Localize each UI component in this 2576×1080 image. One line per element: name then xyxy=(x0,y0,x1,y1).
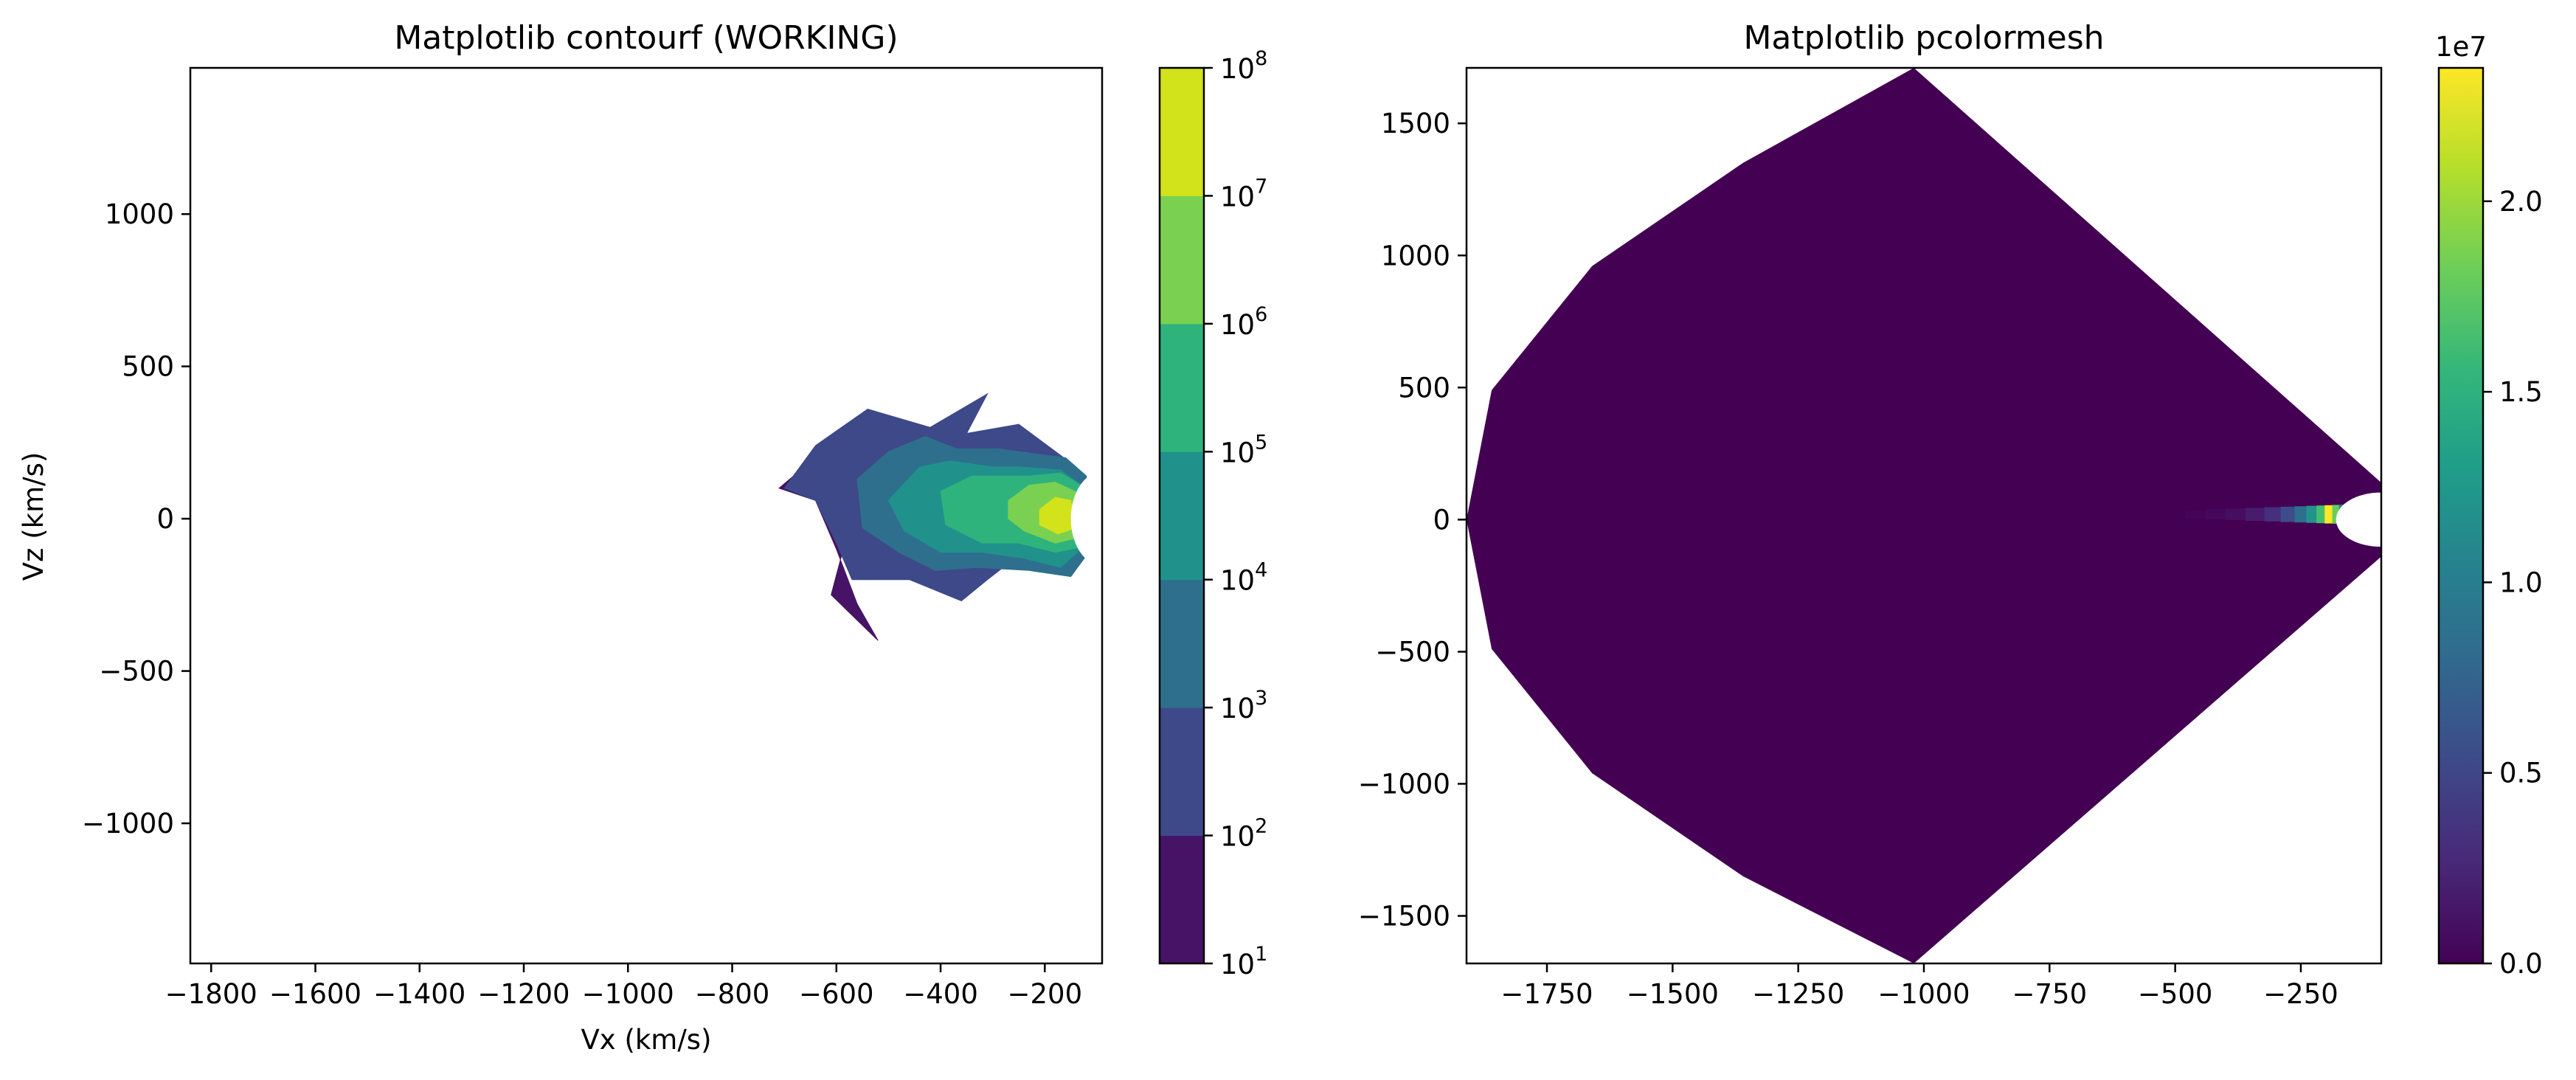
x-tick-label: −1800 xyxy=(165,978,257,1010)
y-tick-label: 1000 xyxy=(1381,240,1450,271)
pcolormesh-panel: Matplotlib pcolormesh −1750 −1500 −1250 −10… xyxy=(1358,19,2543,1010)
x-tick-label: −800 xyxy=(695,978,770,1010)
contourf-colorbar-frame xyxy=(1158,66,1205,965)
colorbar-band xyxy=(1160,195,1204,325)
colorbar-band xyxy=(1160,68,1204,196)
contourf-axes-frame xyxy=(189,66,1104,965)
y-tick-label: 1000 xyxy=(105,198,174,230)
pcolormesh-x-ticks: −1750 −1500 −1250 −1000 −750 −500 −250 xyxy=(1500,963,2338,1010)
colorbar-tick-label: 103 xyxy=(1220,687,1267,724)
pcolormesh-y-ticks: −1500 −1000 −500 0 500 1000 1500 xyxy=(1358,108,1467,932)
colorbar-tick-label: 106 xyxy=(1220,303,1267,341)
pcolormesh-cell xyxy=(2225,508,2246,520)
colorbar-tick-label: 102 xyxy=(1220,815,1267,853)
x-tick-label: −1200 xyxy=(477,978,569,1010)
colorbar-tick-label: 0.5 xyxy=(2499,758,2543,789)
pcolormesh-cell xyxy=(2324,505,2333,524)
pcolormesh-cell xyxy=(2264,507,2282,522)
x-tick-label: −200 xyxy=(1007,978,1082,1010)
contour-inner-cutout xyxy=(1070,471,1102,566)
colorbar-tick-label: 107 xyxy=(1220,175,1267,212)
pcolormesh-cell xyxy=(2280,506,2295,522)
x-tick-label: −600 xyxy=(799,978,874,1010)
colorbar-tick-label: 1.5 xyxy=(2499,376,2543,408)
colorbar-tick-label: 104 xyxy=(1220,559,1267,597)
pcolormesh-domain xyxy=(1467,68,2381,963)
y-tick-label: 1500 xyxy=(1381,108,1450,139)
contourf-plot-area xyxy=(778,392,1102,641)
contourf-title: Matplotlib contourf (WORKING) xyxy=(394,19,898,57)
pcolormesh-cell xyxy=(2332,505,2340,524)
x-tick-label: −1600 xyxy=(269,978,361,1010)
y-tick-label: 500 xyxy=(122,351,174,383)
pcolormesh-colorbar-offset-text: 1e7 xyxy=(2435,31,2487,63)
contourf-x-axis-label: Vx (km/s) xyxy=(581,1024,711,1056)
pcolormesh-colorbar-gradient xyxy=(2439,68,2483,963)
colorbar-band xyxy=(1160,451,1204,581)
pcolormesh-cell xyxy=(2316,505,2325,524)
x-tick-label: −500 xyxy=(2138,978,2213,1010)
x-tick-label: −400 xyxy=(903,978,978,1010)
x-tick-label: −1000 xyxy=(582,978,674,1010)
x-tick-label: −1750 xyxy=(1500,978,1593,1010)
y-tick-label: 0 xyxy=(1433,504,1450,536)
colorbar-tick-label: 2.0 xyxy=(2499,186,2543,218)
y-tick-label: −1000 xyxy=(82,808,174,840)
x-tick-label: −1500 xyxy=(1627,978,1719,1010)
contourf-y-ticks: −1000 −500 0 500 1000 xyxy=(82,198,190,840)
pcolormesh-cell xyxy=(2205,509,2226,519)
pcolormesh-cell xyxy=(2306,505,2317,523)
colorbar-band xyxy=(1160,707,1204,837)
colorbar-band xyxy=(1160,579,1204,708)
colorbar-tick-label: 108 xyxy=(1220,47,1267,85)
y-tick-label: −1500 xyxy=(1358,901,1450,932)
pcolormesh-cell xyxy=(2294,506,2307,523)
y-tick-label: 500 xyxy=(1398,372,1450,404)
pcolormesh-cell xyxy=(2185,510,2206,519)
y-tick-label: 0 xyxy=(156,503,174,535)
colorbar-tick-label: 101 xyxy=(1220,943,1267,980)
pcolormesh-inner-cutout xyxy=(2336,492,2381,547)
contourf-panel: Matplotlib contourf (WORKING) −1800 −1600… xyxy=(18,19,1267,1056)
colorbar-tick-label: 0.0 xyxy=(2499,948,2543,980)
y-tick-label: −500 xyxy=(1375,636,1450,668)
colorbar-tick-label: 1.0 xyxy=(2499,567,2543,598)
colorbar-tick-label: 105 xyxy=(1220,431,1267,468)
contourf-x-ticks: −1800 −1600 −1400 −1200 −1000 −800 −600 −400 −20… xyxy=(165,963,1082,1010)
y-tick-label: −1000 xyxy=(1358,768,1450,800)
contourf-y-axis-label: Vz (km/s) xyxy=(18,452,49,581)
colorbar-band xyxy=(1160,835,1204,964)
pcolormesh-colorbar-frame xyxy=(2437,66,2485,965)
x-tick-label: −750 xyxy=(2012,978,2088,1010)
pcolormesh-plot-area xyxy=(1467,68,2381,963)
x-tick-label: −250 xyxy=(2263,978,2338,1010)
pcolormesh-colorbar-ticks: 0.0 0.5 1.0 1.5 2.0 xyxy=(2483,186,2543,980)
pcolormesh-cell xyxy=(2246,508,2265,521)
x-tick-label: −1250 xyxy=(1752,978,1844,1010)
pcolormesh-title: Matplotlib pcolormesh xyxy=(1743,19,2104,57)
x-tick-label: −1400 xyxy=(373,978,465,1010)
contourf-colorbar-ticks: 101 102 103 104 105 106 107 108 xyxy=(1204,47,1267,980)
colorbar-band xyxy=(1160,323,1204,452)
contourf-colorbar xyxy=(1160,68,1204,964)
x-tick-label: −1000 xyxy=(1877,978,1970,1010)
y-tick-label: −500 xyxy=(99,656,174,688)
